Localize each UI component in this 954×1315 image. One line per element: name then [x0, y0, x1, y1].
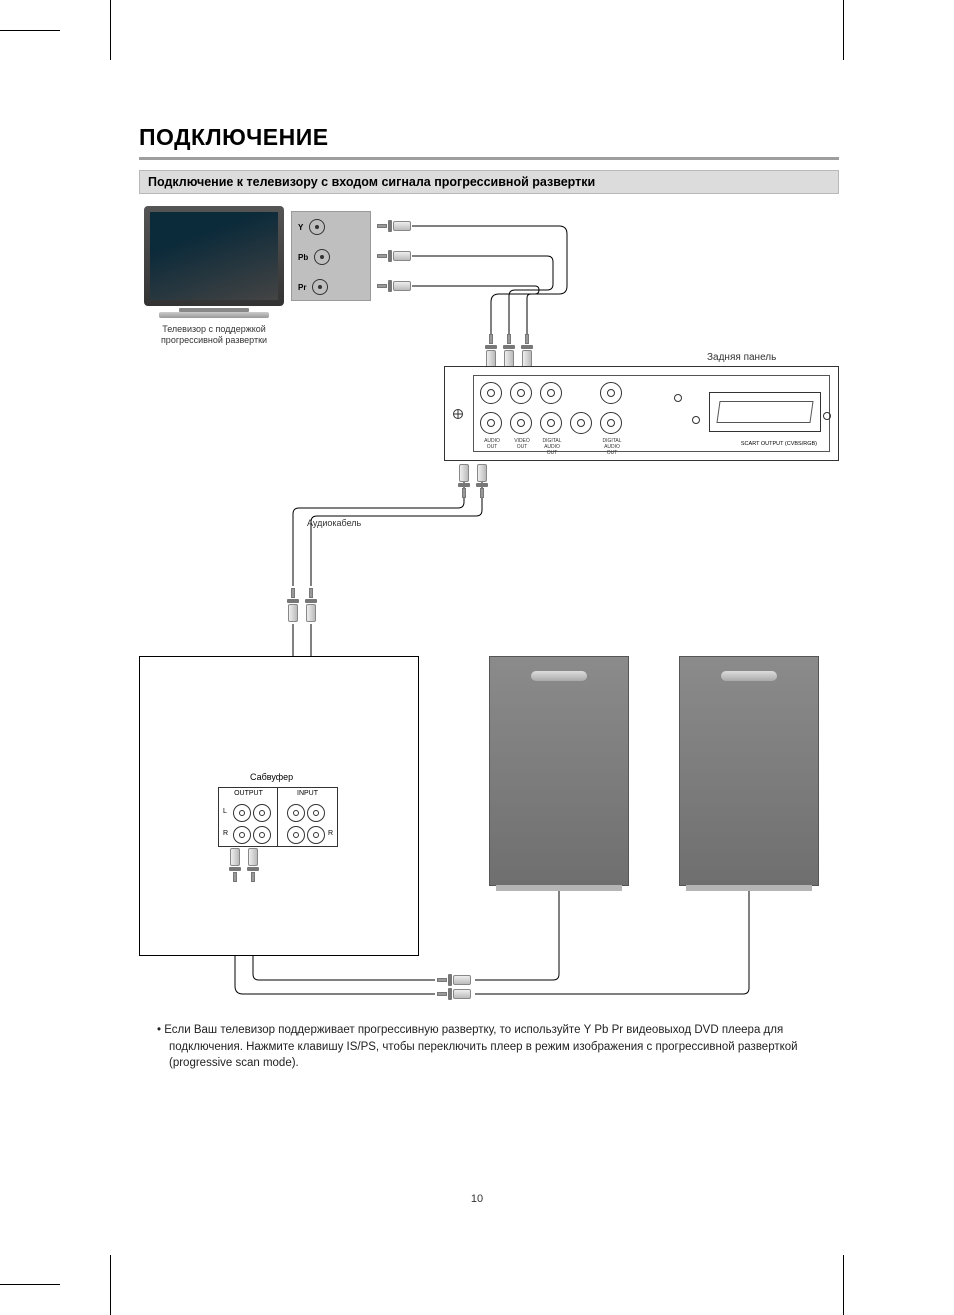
subwoofer-panel: OUTPUT INPUT L R R: [218, 787, 338, 847]
crop-mark: [843, 1255, 844, 1315]
sub-rca: [287, 826, 305, 844]
crop-mark: [110, 0, 111, 60]
title-rule: [139, 157, 839, 160]
rca-plug: [229, 848, 241, 882]
crop-mark: [843, 0, 844, 60]
bullet-icon: •: [157, 1024, 161, 1036]
speaker-left: [489, 656, 629, 886]
speaker-foot: [686, 885, 812, 891]
sub-output-label: OUTPUT: [219, 790, 278, 797]
footnote: • Если Ваш телевизор поддерживает прогре…: [139, 1022, 839, 1072]
page-title: ПОДКЛЮЧЕНИЕ: [139, 124, 839, 151]
footnote-text: Если Ваш телевизор поддерживает прогресс…: [164, 1024, 797, 1069]
sub-rca: [307, 804, 325, 822]
connection-diagram: Телевизор с поддержкой прогрессивной раз…: [139, 206, 839, 1006]
subwoofer: Сабвуфер OUTPUT INPUT L R R: [139, 656, 419, 956]
crop-mark: [0, 30, 60, 31]
crop-mark: [110, 1255, 111, 1315]
sub-r-label: R: [328, 830, 333, 837]
speaker-right: [679, 656, 819, 886]
sub-rca: [253, 804, 271, 822]
speaker-foot: [496, 885, 622, 891]
rca-plug: [437, 988, 471, 1000]
speaker-handle: [531, 671, 587, 681]
sub-rca: [253, 826, 271, 844]
sub-l-label: L: [223, 808, 227, 815]
page: ПОДКЛЮЧЕНИЕ Подключение к телевизору с в…: [139, 124, 839, 1072]
sub-rca: [233, 826, 251, 844]
sub-r-label: R: [223, 830, 228, 837]
sub-rca: [287, 804, 305, 822]
page-number: 10: [471, 1193, 483, 1205]
sub-rca: [233, 804, 251, 822]
sub-rca: [307, 826, 325, 844]
sub-input-label: INPUT: [278, 790, 337, 797]
rca-plug: [247, 848, 259, 882]
speaker-handle: [721, 671, 777, 681]
subtitle-bar: Подключение к телевизору с входом сигнал…: [139, 170, 839, 194]
crop-mark: [0, 1284, 60, 1285]
rca-plug: [437, 974, 471, 986]
subwoofer-caption: Сабвуфер: [250, 772, 293, 782]
